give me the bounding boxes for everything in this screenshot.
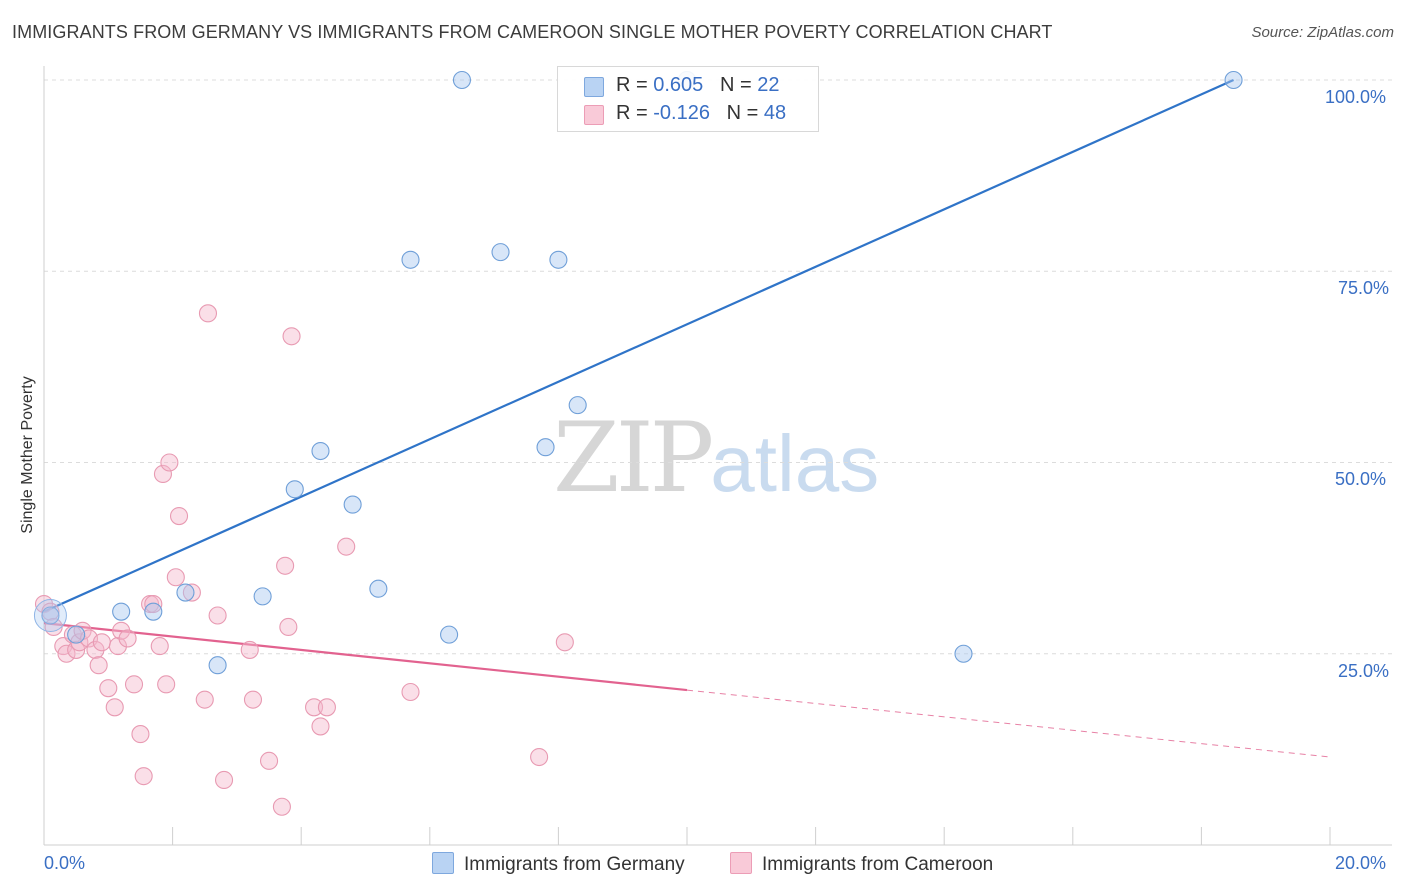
data-point-cameroon [276,556,295,575]
data-point-germany [67,625,86,644]
y-tick-label: 100.0% [1325,87,1387,107]
data-point-germany [1224,70,1243,90]
data-point-cameroon [41,602,60,621]
data-point-cameroon [131,725,150,744]
data-point-cluster [33,599,67,632]
data-point-germany [285,480,304,499]
data-point-germany [144,602,163,621]
x-tick-label: 0.0% [44,853,86,873]
points-layer [33,70,1243,816]
trend-line-extension-cameroon [686,689,1331,758]
data-point-cameroon [153,464,173,484]
data-point-cameroon [89,656,108,675]
data-point-cameroon [317,698,336,717]
data-point-cameroon [243,690,263,709]
data-point-germany [954,644,973,663]
data-point-cameroon [195,690,214,709]
trend-line-cameroon [43,622,688,692]
watermark: ZIPatlas [553,402,879,514]
y-tick-label: 75.0% [1338,278,1390,298]
data-point-cameroon [118,629,137,648]
data-point-germany [568,396,587,415]
data-point-cameroon [134,767,153,786]
data-point-germany [440,625,459,644]
data-point-cameroon [157,675,176,694]
data-point-germany [401,250,420,269]
data-point-cameroon [169,506,189,526]
data-point-cameroon [108,637,127,656]
data-point-cameroon [86,640,105,659]
data-point-cameroon [57,644,76,663]
source-credit: Source: ZipAtlas.com [1251,24,1394,41]
data-point-cameroon [214,770,234,790]
watermark-atlas: atlas [710,419,880,508]
legend-n-value-cameroon: 48 [763,102,787,124]
data-point-cameroon [105,698,124,717]
bottom-legend-label-germany: Immigrants from Germany [464,854,685,875]
grid-layer [44,79,1392,655]
x-tick-label: 20.0% [1335,853,1387,873]
legend-r-value-germany: 0.605 [653,74,704,96]
data-point-cameroon [92,633,111,652]
data-point-cameroon [401,682,420,702]
y-tick-label: 50.0% [1335,469,1387,489]
data-point-cameroon [160,453,179,472]
legend-r-label: R = [616,74,648,96]
data-point-cameroon [144,594,163,614]
data-point-cameroon [279,617,298,637]
data-point-cameroon [208,606,227,625]
data-point-germany [253,587,272,606]
data-point-cameroon [112,621,131,640]
data-point-cameroon [166,568,185,587]
trend-layer [43,78,1331,758]
data-point-germany [176,583,195,602]
legend-n-value-germany: 22 [757,74,780,96]
legend-swatch-cameroon [584,105,604,125]
data-point-cameroon [311,717,330,736]
chart-title: IMMIGRANTS FROM GERMANY VS IMMIGRANTS FR… [12,22,1053,42]
legend-n-label: N = [719,74,752,96]
data-point-germany [491,243,510,262]
data-point-germany [536,438,555,457]
data-point-cameroon [305,698,324,717]
data-point-cameroon [198,304,218,323]
bottom-legend-germany: Immigrants from Germany [432,852,685,878]
data-point-cameroon [99,679,118,698]
legend-r-label: R = [616,102,648,124]
data-point-germany [208,656,227,675]
legend-r-value-cameroon: -0.126 [653,102,710,124]
correlation-legend: R = 0.605 N = 22 R = -0.126 N = 48 [557,66,819,132]
data-point-germany [343,495,362,514]
axis-layer [43,66,1392,846]
bottom-legend-cameroon: Immigrants from Cameroon [730,852,993,878]
data-point-cameroon [530,747,549,767]
data-point-germany [112,602,131,621]
data-point-germany [369,579,388,598]
data-point-cameroon [150,637,169,656]
data-point-cameroon [240,640,259,659]
data-point-cameroon [259,751,279,770]
legend-swatch-germany [584,77,604,97]
data-point-cameroon [124,675,144,694]
data-point-cameroon [272,797,291,816]
data-point-cameroon [555,633,574,652]
watermark-zip: ZIP [553,402,714,514]
data-point-cameroon [182,583,201,602]
y-tick-label: 25.0% [1338,661,1390,681]
y-axis-label: Single Mother Poverty [19,376,36,534]
legend-n-label: N = [726,102,759,124]
bottom-legend-swatch-germany [432,852,454,874]
data-point-germany [452,70,472,90]
data-point-germany [41,606,60,625]
data-point-cameroon [282,327,301,346]
data-point-cameroon [337,537,356,556]
trend-line-germany [43,78,1234,613]
bottom-legend-label-cameroon: Immigrants from Cameroon [762,854,994,875]
data-point-germany [311,441,330,461]
data-point-germany [549,250,568,269]
bottom-legend-swatch-cameroon [730,852,752,874]
